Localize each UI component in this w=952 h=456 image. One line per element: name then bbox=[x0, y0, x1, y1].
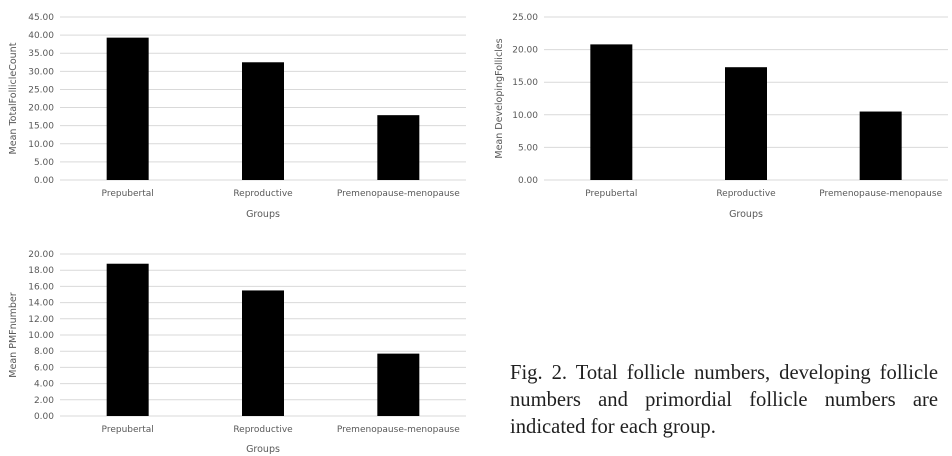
y-tick-label: 25.00 bbox=[28, 85, 54, 95]
y-tick-label: 0.00 bbox=[34, 176, 54, 186]
y-tick-label: 20.00 bbox=[28, 104, 54, 114]
bar-reproductive bbox=[242, 290, 284, 416]
x-axis-title: Groups bbox=[246, 444, 280, 455]
y-tick-label: 5.00 bbox=[34, 158, 54, 168]
bar-reproductive bbox=[725, 67, 767, 180]
x-tick-label: Premenopause-menopause bbox=[819, 189, 942, 199]
bar-premenopause-menopause bbox=[377, 353, 420, 416]
y-tick-label: 16.00 bbox=[28, 282, 54, 292]
y-tick-label: 0.00 bbox=[518, 176, 538, 186]
bar-prepubertal bbox=[106, 37, 149, 180]
chart-svg: 0.00 2.00 4.00 6.00 8.00 10.00 12.00 14.00 16.00… bbox=[8, 250, 466, 455]
bar-prepubertal bbox=[590, 44, 633, 180]
y-tick-label: 30.00 bbox=[28, 67, 54, 77]
bar-premenopause-menopause bbox=[859, 111, 902, 180]
y-tick-label: 20.00 bbox=[28, 250, 54, 260]
x-tick-label: Prepubertal bbox=[102, 189, 154, 199]
chart-developing-follicles: 0.00 5.00 10.00 15.00 20.00 25.00 Prepubertal R… bbox=[486, 0, 952, 230]
y-tick-label: 2.00 bbox=[34, 396, 54, 406]
x-tick-label: Reproductive bbox=[233, 425, 293, 435]
x-tick-label: Reproductive bbox=[233, 189, 293, 199]
bar-prepubertal bbox=[106, 263, 149, 416]
x-axis-title: Groups bbox=[729, 209, 763, 220]
chart-pmf-number: 0.00 2.00 4.00 6.00 8.00 10.00 12.00 14.00 16.00… bbox=[0, 240, 470, 456]
y-axis-title: Mean DevelopingFollicles bbox=[494, 38, 505, 158]
y-tick-label: 5.00 bbox=[518, 143, 538, 153]
x-axis-title: Groups bbox=[246, 209, 280, 220]
x-tick-label: Prepubertal bbox=[102, 425, 154, 435]
bar-premenopause-menopause bbox=[377, 115, 420, 180]
x-tick-label: Reproductive bbox=[716, 189, 776, 199]
y-tick-label: 8.00 bbox=[34, 347, 54, 357]
y-axis-title: Mean TotalFollicleCount bbox=[8, 42, 19, 154]
y-tick-label: 0.00 bbox=[34, 412, 54, 422]
y-tick-label: 10.00 bbox=[512, 111, 538, 121]
y-tick-label: 14.00 bbox=[28, 299, 54, 309]
chart-svg: 0.00 5.00 10.00 15.00 20.00 25.00 Prepubertal R… bbox=[494, 13, 948, 220]
chart-total-follicle-count: 0.00 5.00 10.00 15.00 20.00 25.00 30.00 35.00 40… bbox=[0, 0, 470, 230]
y-tick-label: 15.00 bbox=[28, 122, 54, 132]
chart-svg: 0.00 5.00 10.00 15.00 20.00 25.00 30.00 35.00 40… bbox=[8, 13, 466, 220]
y-axis-title: Mean PMFnumber bbox=[8, 292, 19, 377]
y-tick-label: 18.00 bbox=[28, 266, 54, 276]
y-tick-label: 10.00 bbox=[28, 140, 54, 150]
y-tick-label: 6.00 bbox=[34, 363, 54, 373]
x-tick-label: Premenopause-menopause bbox=[337, 189, 460, 199]
y-tick-label: 25.00 bbox=[512, 13, 538, 23]
y-tick-label: 35.00 bbox=[28, 49, 54, 59]
y-tick-label: 4.00 bbox=[34, 380, 54, 390]
y-tick-label: 40.00 bbox=[28, 31, 54, 41]
y-tick-label: 20.00 bbox=[512, 46, 538, 56]
y-tick-label: 45.00 bbox=[28, 13, 54, 23]
y-tick-label: 15.00 bbox=[512, 78, 538, 88]
x-tick-label: Prepubertal bbox=[585, 189, 637, 199]
bar-reproductive bbox=[242, 62, 284, 180]
x-tick-label: Premenopause-menopause bbox=[337, 425, 460, 435]
y-tick-label: 12.00 bbox=[28, 315, 54, 325]
figure-caption: Fig. 2. Total follicle numbers, developi… bbox=[510, 362, 938, 438]
y-tick-label: 10.00 bbox=[28, 331, 54, 341]
